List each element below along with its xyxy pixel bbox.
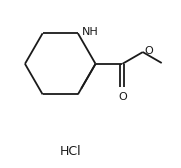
Text: HCl: HCl [60, 145, 81, 158]
Text: O: O [118, 92, 127, 102]
Text: NH: NH [82, 27, 99, 37]
Text: O: O [145, 46, 153, 56]
